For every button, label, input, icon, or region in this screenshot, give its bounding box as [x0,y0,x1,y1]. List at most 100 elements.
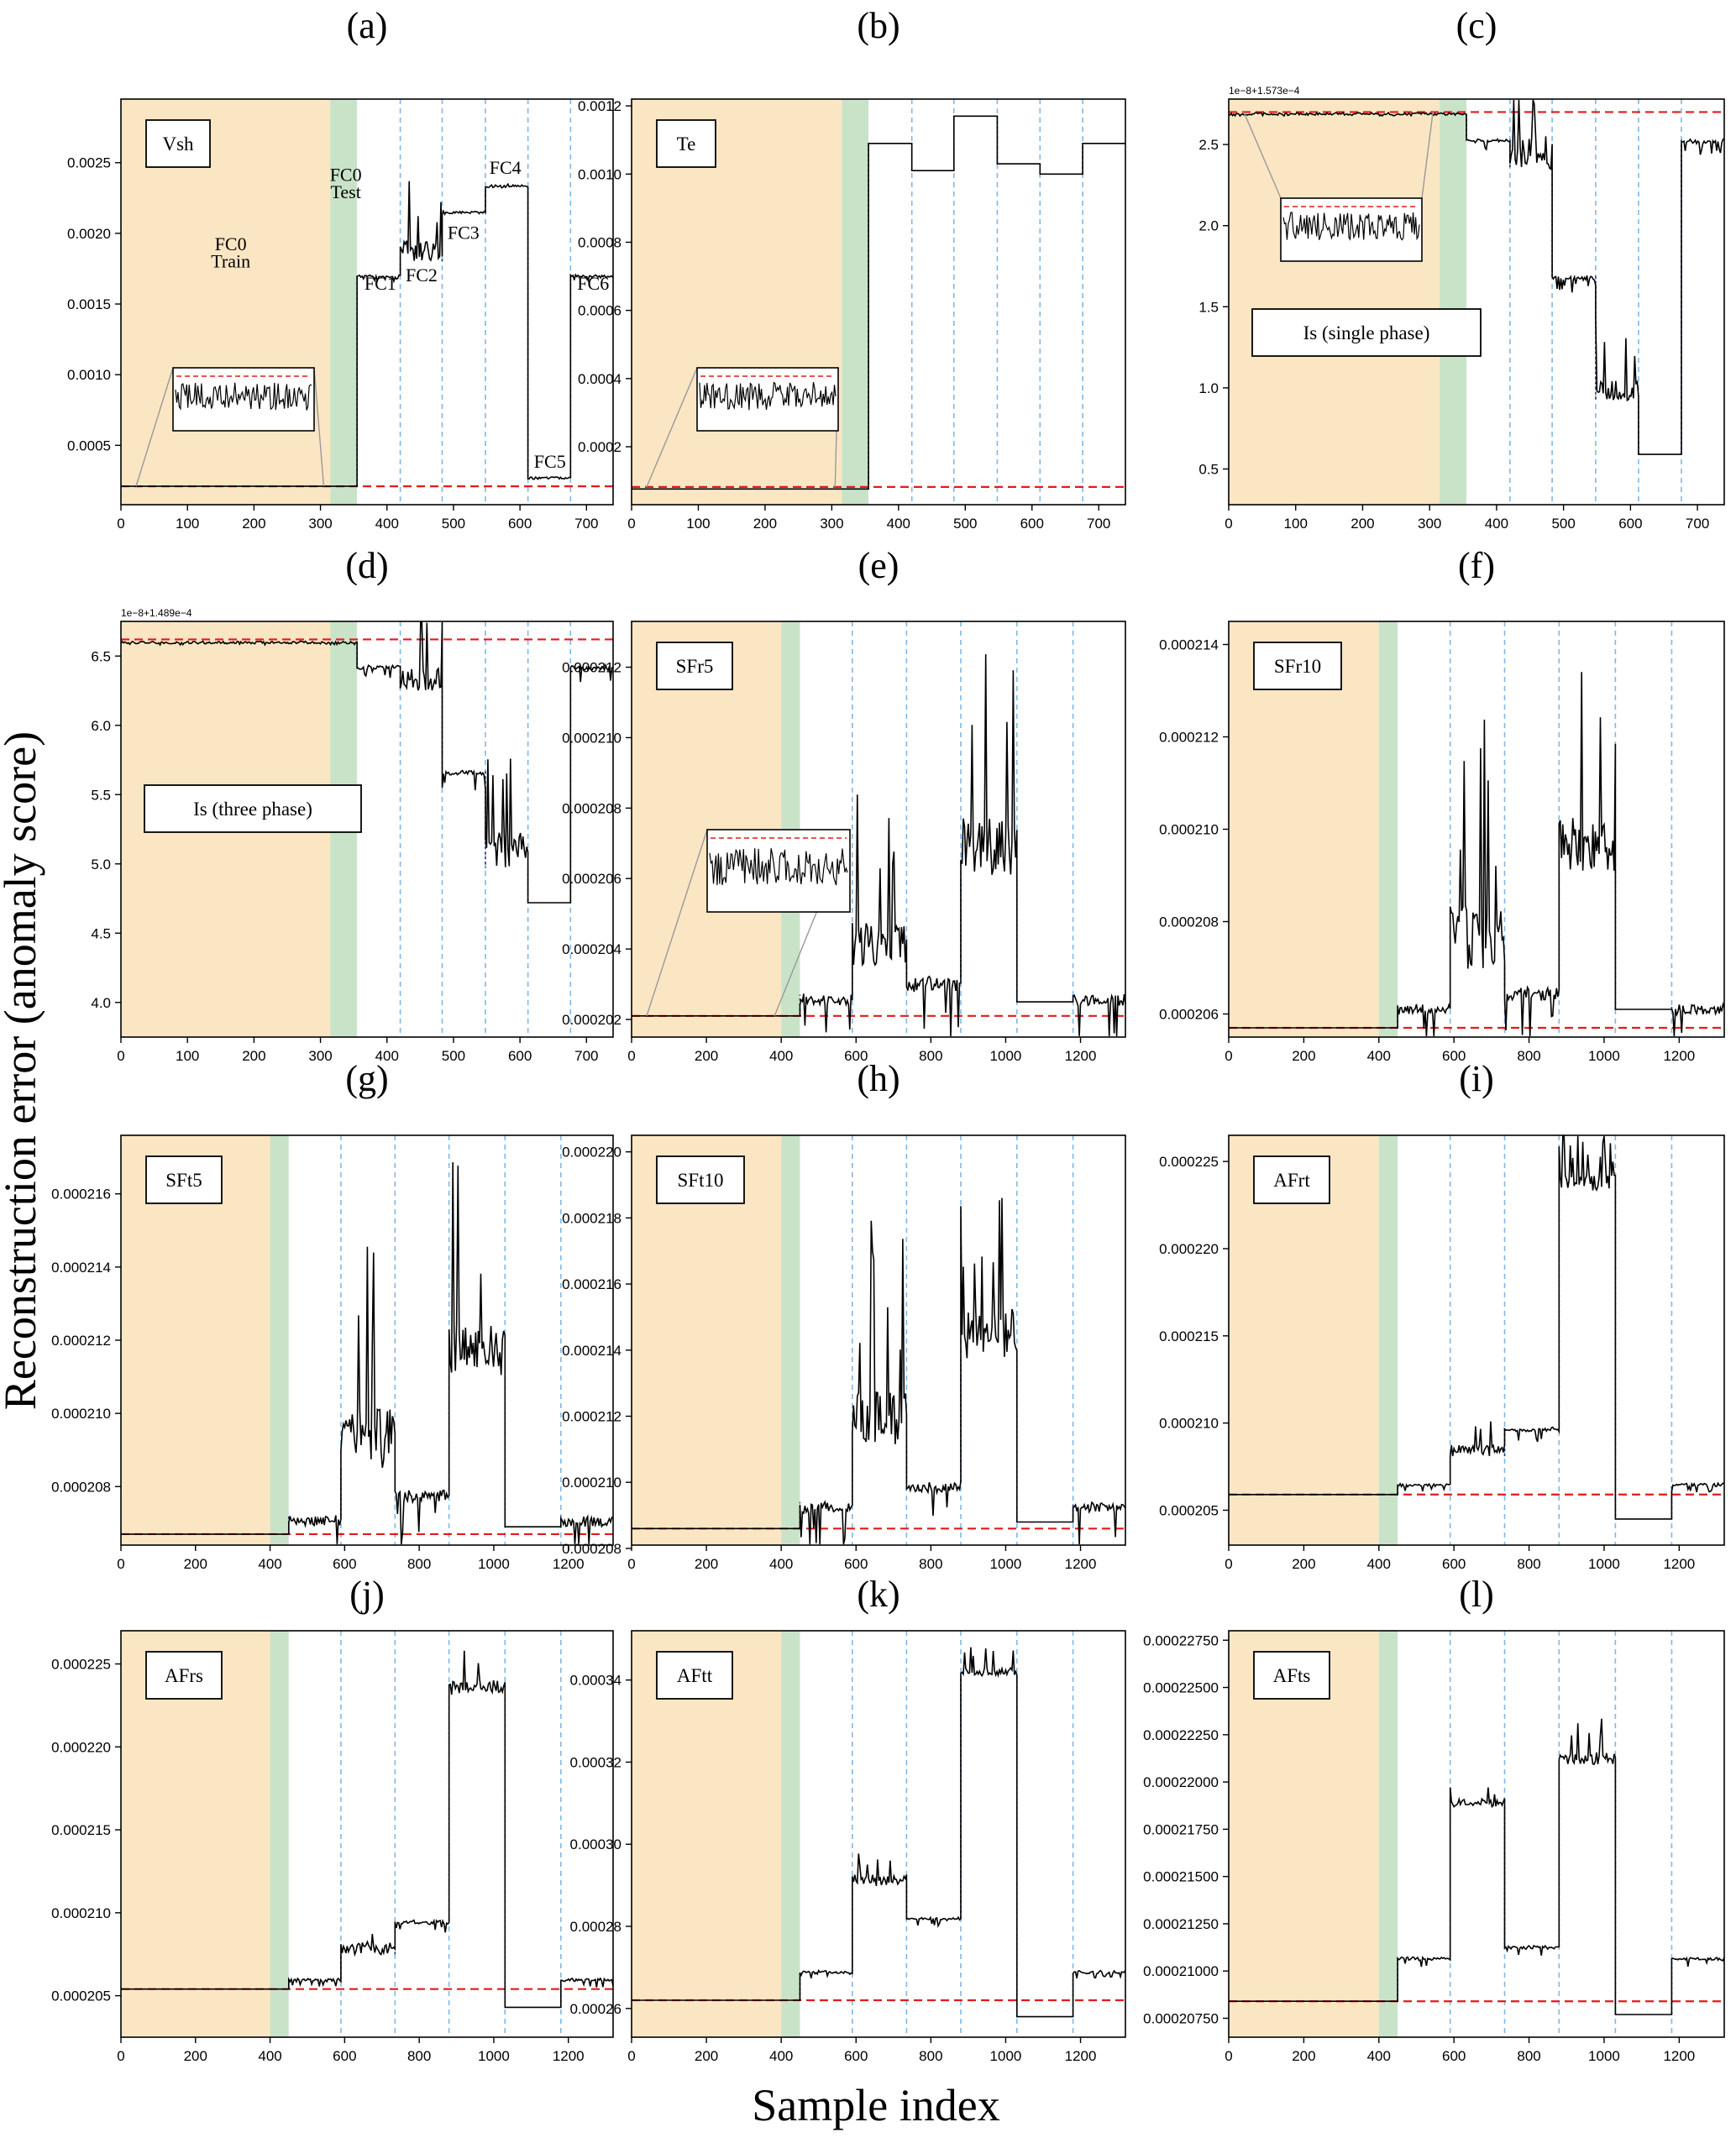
x-tick-label: 600 [844,2048,868,2064]
fault-annotation: FC2 [406,265,438,286]
figure-y-axis-label: Reconstruction error (anomaly score) [0,731,45,1410]
test-region [781,1631,800,2037]
panel-label: (d) [345,545,388,586]
x-tick-label: 600 [1442,2048,1466,2064]
chart-panel: (b) 0.0002 0.0004 0.0006 0.0008 0.0010 0.0012 0… [578,5,1126,532]
plot-frame [631,621,1126,1038]
y-tick-label: 0.000208 [562,1541,621,1557]
x-tick-label: 700 [1686,516,1709,532]
fault-annotation: FC3 [448,223,480,244]
signal-name: Te [677,134,696,155]
signal-name: SFt5 [165,1170,202,1191]
inset-connector [646,829,708,1017]
test-region [1378,1631,1398,2037]
y-tick-label: 0.000210 [51,1905,111,1921]
test-region [270,1631,289,2037]
x-tick-label: 1000 [990,2048,1022,2064]
panel-label: (l) [1459,1574,1494,1615]
x-tick-label: 0 [117,516,124,532]
inset-series [1282,212,1420,241]
y-tick-label: 0.00026 [570,2001,621,2017]
y-tick-label: 0.000210 [562,730,621,746]
x-tick-label: 400 [887,516,910,532]
y-tick-label: 0.000215 [51,1822,111,1838]
x-tick-label: 400 [375,1048,399,1064]
x-tick-label: 800 [919,1048,942,1064]
train-region [1229,99,1440,505]
fault-annotation: FC0 [330,165,362,186]
test-region [270,1135,289,1545]
fault-annotation: FC1 [365,273,396,294]
x-tick-label: 400 [769,1556,793,1572]
y-tick-label: 0.00022250 [1143,1727,1219,1743]
y-tick-label: 0.00021750 [1143,1821,1219,1837]
x-tick-label: 500 [953,516,977,532]
signal-name-box [145,1155,223,1204]
y-tick-label: 1.5 [1198,299,1219,315]
x-tick-label: 500 [1551,516,1575,532]
x-tick-label: 700 [574,516,598,532]
y-tick-label: 0.000212 [562,1409,621,1425]
signal-name-box [144,784,362,833]
x-tick-label: 200 [242,1048,265,1064]
signal-name-box [656,642,733,690]
chart-panel: (j) 0.000205 0.000210 0.000215 0.000220 0.000… [51,1574,614,2064]
error-series [121,1162,614,1545]
x-tick-label: 200 [695,2048,718,2064]
y-tick-label: 0.000205 [1159,1502,1219,1518]
error-series [1228,99,1725,455]
chart-panel: (i) 0.000205 0.000210 0.000215 0.000220 0.000… [1159,1058,1725,1572]
chart-panel: (h) 0.000208 0.000210 0.000212 0.000214 0.000… [562,1058,1126,1572]
y-tick-label: 0.00021000 [1143,1963,1219,1979]
test-region [1440,99,1467,505]
error-series [120,621,614,904]
y-tick-label: 0.0010 [67,367,111,383]
x-tick-label: 0 [1225,2048,1232,2064]
test-region [1378,621,1398,1037]
y-tick-label: 0.000225 [51,1657,111,1673]
x-tick-label: 1200 [1065,1048,1097,1064]
x-tick-label: 0 [627,1048,635,1064]
fault-annotation: Train [211,250,250,271]
x-tick-label: 200 [1292,1556,1315,1572]
inset-connector [313,367,325,487]
x-tick-label: 700 [574,1048,598,1064]
x-tick-label: 600 [1020,516,1044,532]
panel-label: (k) [857,1574,899,1615]
x-tick-label: 400 [258,1556,281,1572]
y-tick-label: 0.00022500 [1143,1680,1219,1696]
y-tick-label: 5.5 [91,787,111,803]
signal-name: AFts [1273,1665,1311,1686]
y-tick-label: 0.000208 [51,1479,111,1495]
y-tick-label: 0.000212 [51,1333,111,1349]
x-tick-label: 0 [117,2048,124,2064]
y-tick-label: 1.0 [1198,380,1219,396]
signal-name-box [1251,308,1482,357]
signal-name-box [1253,642,1342,690]
x-tick-label: 1000 [1588,1556,1620,1572]
x-tick-label: 100 [176,1048,199,1064]
plot-frame [1228,1134,1725,1546]
y-tick-label: 0.000214 [1159,637,1219,653]
y-tick-label: 0.00030 [570,1836,621,1852]
y-tick-label: 0.5 [1198,461,1219,477]
test-region [330,99,358,505]
y-tick-label: 0.0025 [67,155,111,171]
y-tick-label: 0.000210 [562,1475,621,1491]
y-tick-label: 0.000218 [562,1210,621,1226]
inset-series [175,382,312,411]
plot-frame [120,98,614,506]
y-tick-label: 0.000225 [1159,1154,1219,1170]
y-tick-label: 0.000210 [1159,1416,1219,1432]
x-tick-label: 1200 [1065,1556,1097,1572]
signal-name-box [145,1651,223,1700]
error-series [632,654,1126,1037]
plot-frame [631,1630,1126,2038]
x-tick-label: 600 [844,1048,868,1064]
x-tick-label: 600 [333,1556,356,1572]
y-tick-label: 0.000210 [1159,822,1219,838]
panel-label: (j) [349,1574,385,1615]
y-tick-label: 0.0002 [578,439,621,455]
x-tick-label: 300 [820,516,843,532]
